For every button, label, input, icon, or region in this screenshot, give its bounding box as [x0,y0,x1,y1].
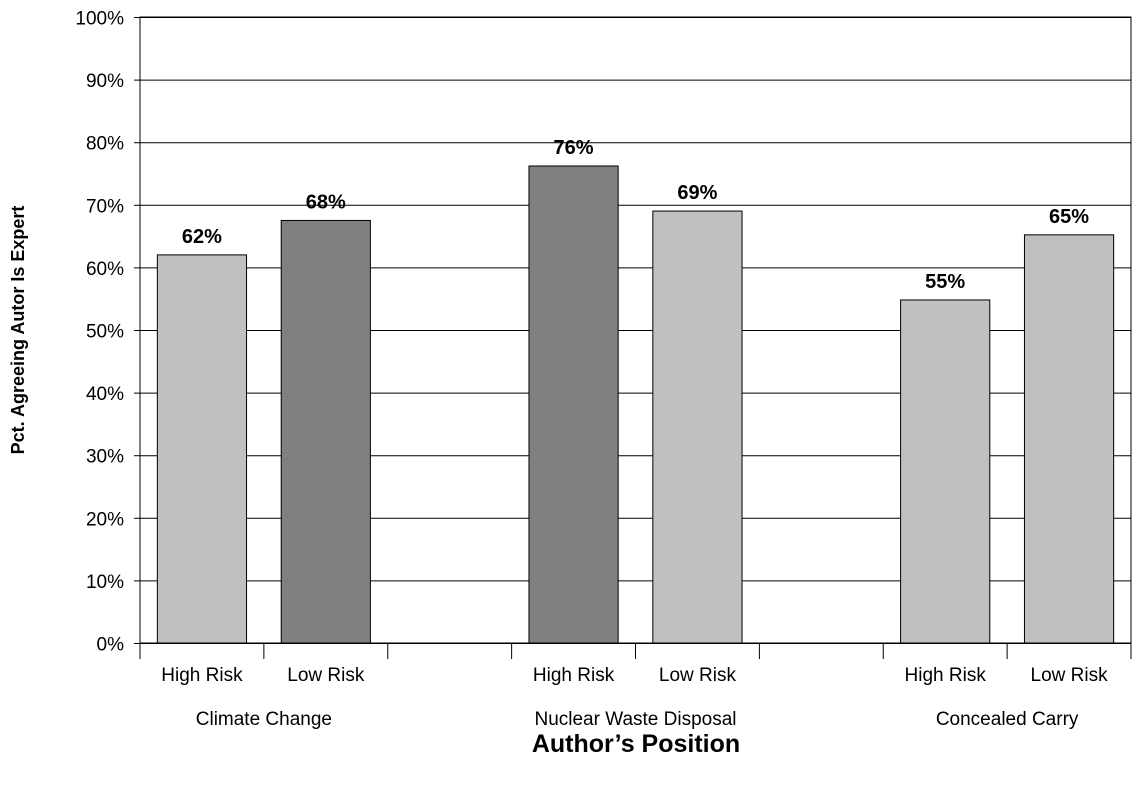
bar [1023,234,1115,644]
x-tick-label: Low Risk [287,665,365,686]
x-tick-label: Low Risk [659,665,737,686]
y-tick-label: 60% [86,259,124,280]
data-label: 55% [925,271,965,293]
y-tick-label: 40% [86,384,124,405]
data-label: 65% [1049,206,1089,228]
y-tick-label: 100% [75,9,124,30]
y-axis-label: Pct. Agreeing Autor Is Expert [8,206,28,455]
data-label: 62% [182,226,222,248]
group-label: Concealed Carry [936,709,1079,730]
x-axis-label: Author’s Position [532,730,740,758]
labels: 0% 10% 20% 30% 40% 50% 60% 70% 80% 90% 100% 62% High… [75,9,1108,731]
y-tick-label: 50% [86,322,124,343]
bar [280,219,371,644]
bars [156,165,1115,644]
x-tick-label: High Risk [161,665,243,686]
y-tick-label: 80% [86,134,124,155]
y-tick-label: 10% [86,572,124,593]
bar [652,210,743,644]
data-label: 68% [306,191,346,213]
bar [528,165,619,644]
group-label: Nuclear Waste Disposal [534,709,736,730]
data-label: 69% [677,182,717,204]
x-tick-label: High Risk [905,665,987,686]
y-tick-label: 70% [86,196,124,217]
data-label: 76% [554,137,594,159]
x-tick-label: Low Risk [1031,665,1109,686]
y-tick-label: 30% [86,447,124,468]
bar [156,254,248,644]
bar [900,299,991,644]
y-tick-label: 20% [86,509,124,530]
y-tick-label: 90% [86,71,124,92]
group-label: Climate Change [196,709,332,730]
y-tick-label: 0% [97,635,125,656]
axes [134,16,1132,659]
x-tick-label: High Risk [533,665,615,686]
